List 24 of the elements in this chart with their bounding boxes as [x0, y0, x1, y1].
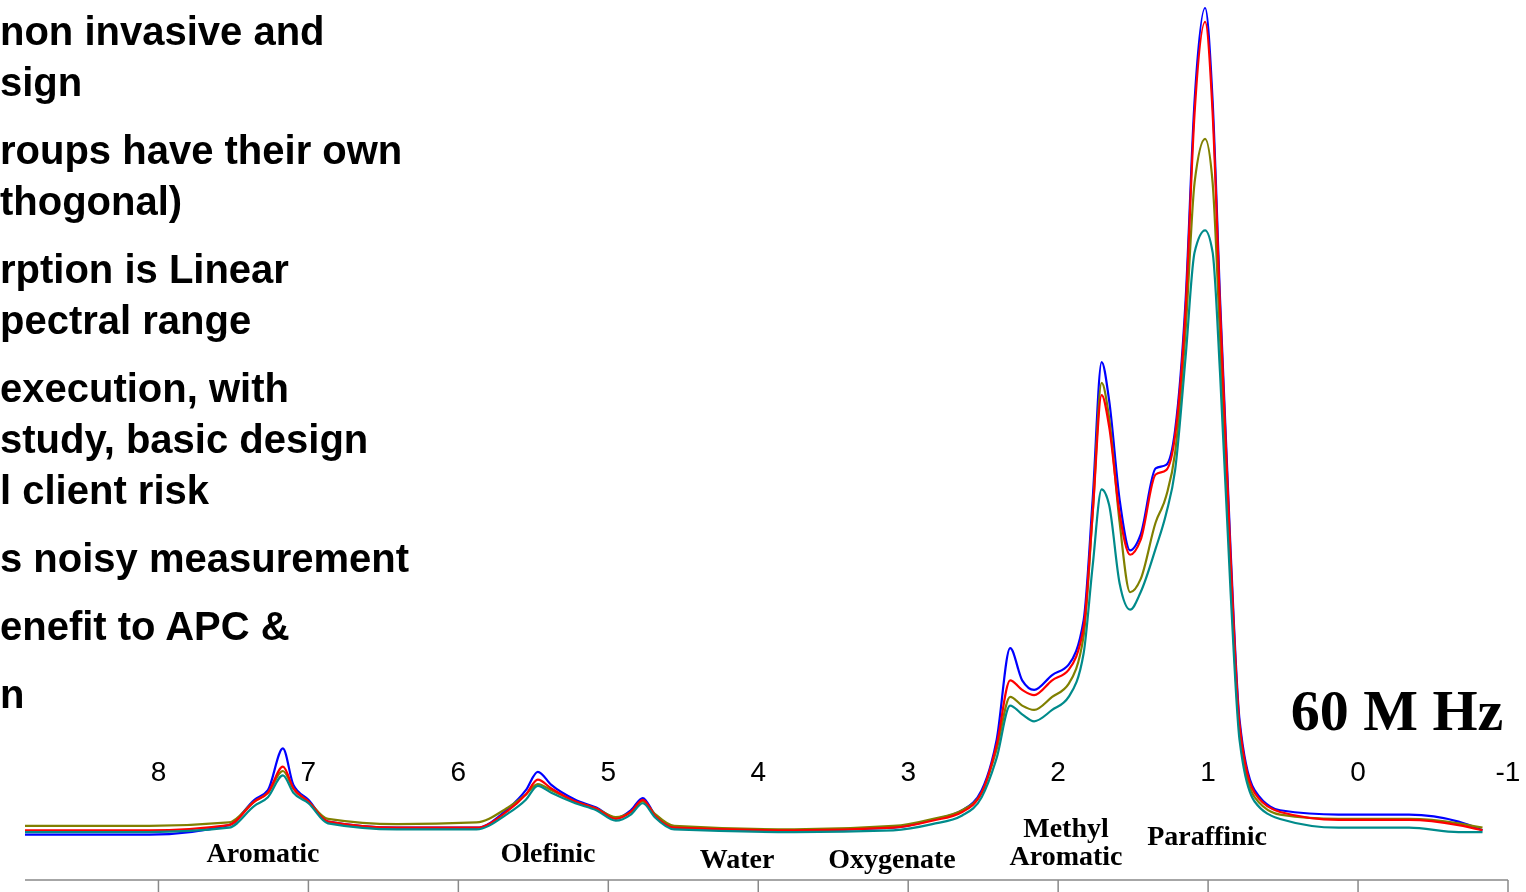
- text: n: [0, 672, 25, 716]
- x-tick-label: 2: [1050, 756, 1066, 787]
- x-tick-label: 8: [150, 756, 167, 787]
- annotation: Aromatic: [206, 837, 320, 868]
- annotation: Olefinic: [500, 837, 596, 868]
- x-tick-label: 7: [300, 756, 317, 787]
- annotation: enefit to APC &: [0, 604, 290, 648]
- annotation: s noisy measurement: [0, 536, 410, 580]
- annotation: roups have their own thogonal): [0, 128, 403, 223]
- x-tick-label: 0: [1350, 756, 1366, 787]
- annotation: non invasive and sign: [0, 9, 325, 104]
- x-tick-label: 6: [450, 756, 467, 787]
- annotation: rption is Linear pectral range: [0, 247, 289, 342]
- annotation: Methyl Aromatic: [1009, 812, 1123, 871]
- annotation: Paraffinic: [1147, 820, 1267, 851]
- annotation: execution, with study, basic design l client risk: [0, 366, 369, 512]
- x-tick-label: 5: [600, 756, 617, 787]
- annotation: Oxygenate: [828, 843, 956, 874]
- annotation: 60 M Hz: [1290, 678, 1504, 743]
- annotation: Water: [699, 843, 775, 874]
- x-tick-label: 3: [900, 756, 916, 787]
- x-tick-label: -1: [1495, 756, 1521, 787]
- x-tick-label: 4: [750, 756, 767, 787]
- x-tick-label: 1: [1200, 756, 1216, 787]
